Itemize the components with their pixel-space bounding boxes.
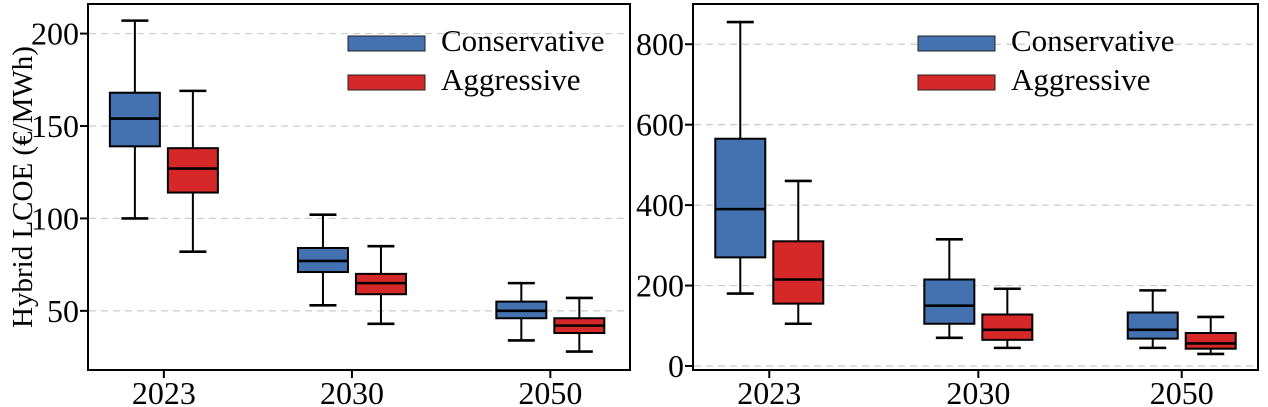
subplot-right: 0 200 400 600 800 2023 2030 2050 Conservative Agg… xyxy=(636,3,1259,407)
legend-left: Conservative Aggressive xyxy=(347,23,605,97)
y-tick-label: 200 xyxy=(31,16,79,52)
plot-spines xyxy=(87,3,631,371)
iqr-box xyxy=(923,278,976,325)
x-tick-label: 2050 xyxy=(518,375,582,407)
iqr-box xyxy=(714,137,767,259)
subplot-left: 50 100 150 200 2023 2030 2050 Conservative Aggre… xyxy=(7,3,631,407)
y-tick-label: 400 xyxy=(636,187,684,223)
box-conservative-2050 xyxy=(1126,289,1179,350)
x-tick-label: 2030 xyxy=(946,375,1010,407)
box-aggressive-2030 xyxy=(354,244,407,326)
x-tick-label: 2050 xyxy=(1150,375,1214,407)
box-aggressive-2023 xyxy=(772,179,825,326)
iqr-box xyxy=(981,313,1034,341)
legend-right: Conservative Aggressive xyxy=(917,23,1175,97)
legend-label-conservative: Conservative xyxy=(441,23,605,58)
y-tick-label: 100 xyxy=(31,200,79,236)
iqr-box xyxy=(1184,331,1237,350)
box-conservative-2023 xyxy=(108,19,161,220)
box-conservative-2023 xyxy=(714,20,767,295)
box-aggressive-2023 xyxy=(166,89,219,253)
legend-swatch-conservative xyxy=(917,35,996,52)
iqr-box xyxy=(772,240,825,305)
plot-spines xyxy=(692,3,1259,371)
box-conservative-2030 xyxy=(923,237,976,340)
y-tick-label: 600 xyxy=(636,107,684,143)
y-tick-label: 0 xyxy=(668,348,684,384)
legend-swatch-aggressive xyxy=(917,74,996,91)
legend-swatch-aggressive xyxy=(347,74,426,91)
box-aggressive-2050 xyxy=(1184,315,1237,356)
legend-label-conservative: Conservative xyxy=(1011,23,1175,58)
y-tick-label: 200 xyxy=(636,268,684,304)
y-tick-label: 50 xyxy=(47,293,79,329)
legend-swatch-conservative xyxy=(347,35,426,52)
x-tick-label: 2023 xyxy=(132,375,196,407)
box-aggressive-2030 xyxy=(981,287,1034,350)
iqr-box xyxy=(1126,311,1179,340)
legend-label-aggressive: Aggressive xyxy=(1011,62,1150,97)
x-tick-label: 2030 xyxy=(320,375,384,407)
box-aggressive-2050 xyxy=(553,296,606,353)
box-conservative-2030 xyxy=(296,213,349,307)
iqr-box xyxy=(166,147,219,194)
y-axis-label: Hybrid LCOE (€/MWh) xyxy=(7,46,39,328)
x-tick-label: 2023 xyxy=(737,375,801,407)
box-conservative-2050 xyxy=(495,281,548,342)
y-tick-label: 150 xyxy=(31,108,79,144)
y-tick-label: 800 xyxy=(636,26,684,62)
legend-label-aggressive: Aggressive xyxy=(441,62,580,97)
